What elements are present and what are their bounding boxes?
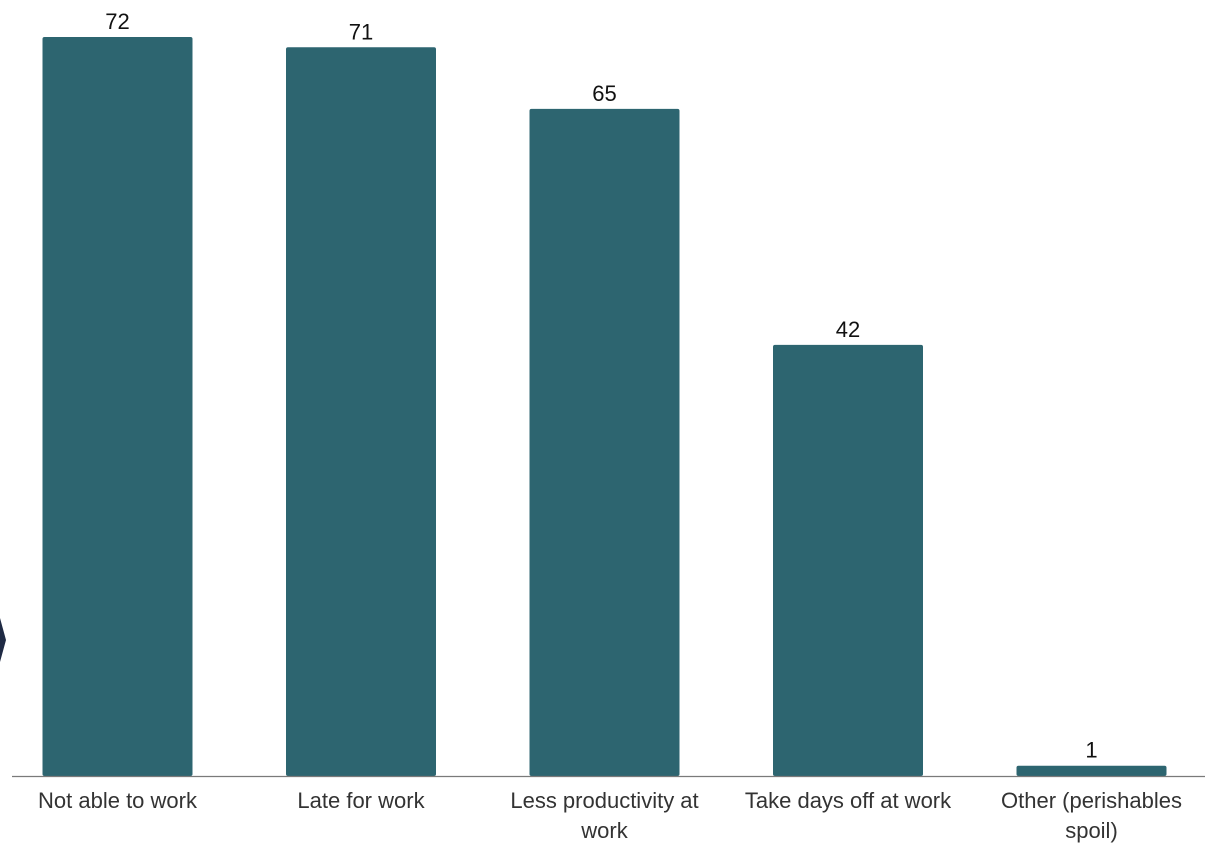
bar-4	[1016, 765, 1167, 776]
value-label-2: 65	[592, 81, 616, 106]
category-label-4-line-1: spoil)	[1065, 818, 1118, 843]
left-edge-chevron-icon	[0, 618, 6, 662]
category-label-3: Take days off at work	[745, 788, 952, 813]
category-label-0: Not able to work	[38, 788, 198, 813]
bar-0	[42, 37, 193, 776]
value-label-4: 1	[1085, 738, 1097, 763]
bar-2	[529, 108, 680, 776]
category-label-2-line-0: Less productivity at	[510, 788, 698, 813]
category-labels-group: Not able to work Late for work Less produc…	[38, 788, 1182, 843]
category-label-1-line-0: Late for work	[297, 788, 425, 813]
category-label-2: Less productivity at work	[510, 788, 698, 843]
value-label-3: 42	[836, 317, 860, 342]
value-label-1: 71	[349, 19, 373, 44]
value-label-0: 72	[105, 9, 129, 34]
bar-3	[773, 344, 923, 776]
category-label-1: Late for work	[297, 788, 425, 813]
bar-1	[286, 47, 436, 776]
category-label-4: Other (perishables spoil)	[1001, 788, 1182, 843]
category-label-3-line-0: Take days off at work	[745, 788, 952, 813]
value-labels-group: 72 71 65 42 1	[105, 9, 1097, 763]
category-label-2-line-1: work	[580, 818, 628, 843]
category-label-0-line-0: Not able to work	[38, 788, 198, 813]
bars-group	[42, 37, 1167, 776]
category-label-4-line-0: Other (perishables	[1001, 788, 1182, 813]
